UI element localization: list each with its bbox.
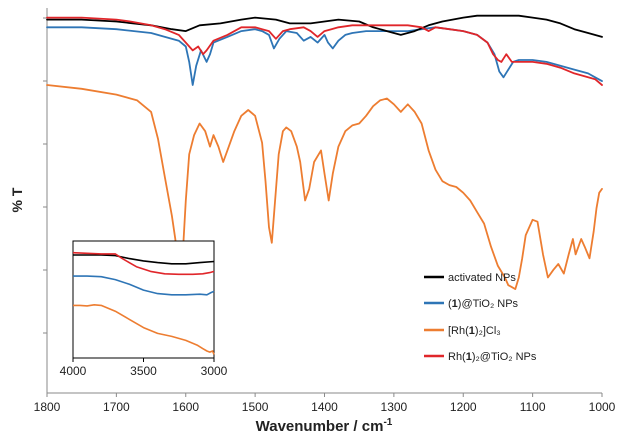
- legend-label-1-tio-nps: (1)@TiO₂ NPs: [448, 298, 519, 310]
- x-tick-label-1300: 1300: [381, 400, 408, 414]
- inset-frame: [72, 240, 215, 359]
- inset-series-line-activated-nps: [73, 254, 215, 265]
- y-axis-title: % T: [9, 187, 25, 212]
- legend-label-part: )₂]Cl₃: [475, 325, 501, 337]
- legend-label-activated-nps: activated NPs: [448, 272, 516, 284]
- x-axis-title: Wavenumber / cm-1: [256, 417, 393, 435]
- legend-label-part: 1: [466, 351, 472, 363]
- inset-series-line-1-tio-nps: [73, 275, 215, 296]
- x-tick-label-1000: 1000: [589, 400, 616, 414]
- inset-x-tick-label-3000: 3000: [201, 364, 228, 378]
- x-tick-label-1500: 1500: [242, 400, 269, 414]
- legend-label-rh-1-tio-nps: Rh(1)₂@TiO₂ NPs: [448, 351, 537, 363]
- legend-label-part: 1: [469, 325, 475, 337]
- inset-series-line-rh-1-cl: [73, 304, 215, 355]
- legend-label-rh-1-cl: [Rh(1)₂]Cl₃: [448, 325, 501, 337]
- inset-series-lines: [72, 251, 215, 355]
- inset-x-tick-label-4000: 4000: [60, 364, 87, 378]
- x-tick-label-1700: 1700: [103, 400, 130, 414]
- legend-label-part: (: [448, 298, 452, 310]
- legend: activated NPs(1)@TiO₂ NPs[Rh(1)₂]Cl₃Rh(1…: [424, 272, 537, 363]
- x-tick-label-1200: 1200: [450, 400, 477, 414]
- legend-label-part: )@TiO₂ NPs: [458, 298, 519, 310]
- x-axis-ticks: 1800 1700 1600 1500 1400 1300 1200 1100 1000: [34, 393, 616, 414]
- legend-label-part: [Rh(: [448, 325, 469, 337]
- x-tick-label-1600: 1600: [172, 400, 199, 414]
- x-tick-label-1400: 1400: [311, 400, 338, 414]
- x-axis-title-text: Wavenumber / cm: [256, 418, 384, 435]
- series-line-rh-1-cl: [46, 84, 603, 290]
- inset-x-tick-label-3500: 3500: [130, 364, 157, 378]
- inset-chart: 4000 3500 3000: [60, 240, 228, 378]
- x-tick-label-1100: 1100: [520, 400, 546, 414]
- y-axis-ticks: [43, 17, 47, 334]
- x-axis-title-superscript: -1: [383, 417, 392, 428]
- series-line-1-tio-nps: [46, 26, 603, 86]
- inset-x-axis-ticks: 4000 3500 3000: [60, 358, 228, 378]
- legend-label-part: 1: [452, 298, 458, 310]
- legend-label-part: )₂@TiO₂ NPs: [472, 351, 537, 363]
- series-lines: [46, 14, 603, 290]
- legend-label-part: Rh(: [448, 351, 466, 363]
- inset-series-line-rh-1-tio-nps: [72, 251, 215, 276]
- x-tick-label-1800: 1800: [34, 400, 61, 414]
- series-line-rh-1-tio-nps: [46, 16, 603, 86]
